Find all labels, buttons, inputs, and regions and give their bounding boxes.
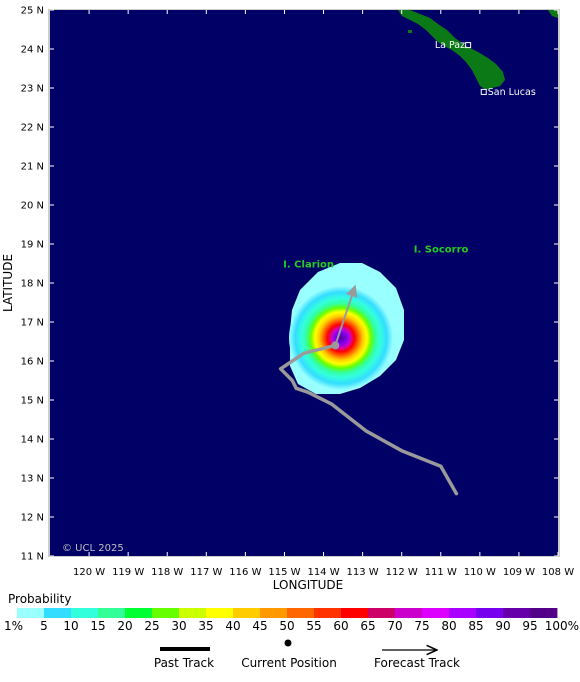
lon-tick-label: 110 W <box>464 567 496 578</box>
lon-tick-label: 113 W <box>347 567 379 578</box>
legend-title: Probability <box>8 592 71 606</box>
ocean <box>50 10 558 556</box>
san-lucas-label: San Lucas <box>488 87 536 98</box>
colorbar-swatch <box>449 608 477 618</box>
colorbar-swatch <box>206 608 234 618</box>
lat-tick-label: 11 N <box>21 552 44 563</box>
colorbar-label: 85 <box>468 619 483 633</box>
lon-tick-label: 118 W <box>151 567 183 578</box>
lat-tick-label: 20 N <box>21 201 44 212</box>
la-paz-marker <box>465 42 472 49</box>
lon-tick-label: 120 W <box>73 567 105 578</box>
colorbar-label: 90 <box>495 619 510 633</box>
probability-colorbar-labels: 1% 5 10 15 20 25 30 35 40 45 50 55 60 65 70 75 80 85 90 95 1… <box>4 619 579 633</box>
colorbar-label: 40 <box>225 619 240 633</box>
colorbar-label: 5 <box>40 619 48 633</box>
colorbar-swatch <box>530 608 558 618</box>
colorbar-label: 55 <box>306 619 321 633</box>
colorbar-label: 75 <box>414 619 429 633</box>
probability-colorbar <box>17 608 558 618</box>
lat-tick-label: 17 N <box>21 318 44 329</box>
lat-tick-label: 22 N <box>21 123 44 134</box>
lon-tick-label: 111 W <box>425 567 457 578</box>
probability-cone <box>289 263 404 394</box>
colorbar-label: 70 <box>387 619 402 633</box>
lon-tick-label: 112 W <box>386 567 418 578</box>
colorbar-swatch <box>44 608 72 618</box>
colorbar-swatch <box>179 608 207 618</box>
la-paz-label: La Paz <box>435 40 465 51</box>
colorbar-label: 45 <box>252 619 267 633</box>
current-position-key-dot <box>284 639 292 647</box>
lon-tick-label: 119 W <box>112 567 144 578</box>
copyright-notice: © UCL 2025 <box>62 543 124 554</box>
lat-tick-label: 24 N <box>21 45 44 56</box>
small-island-land <box>408 30 412 33</box>
lat-tick-label: 25 N <box>21 6 44 17</box>
colorbar-swatch <box>368 608 396 618</box>
lat-tick-label: 14 N <box>21 435 44 446</box>
colorbar-label: 1% <box>4 619 23 633</box>
longitude-axis: 120 W 119 W 118 W 117 W 116 W 115 W 114 W 113 W… <box>73 10 574 578</box>
latitude-axis: 25 N 24 N 23 N 22 N 21 N 20 N 19 N 18 N 17 N 16 N… <box>21 6 558 563</box>
colorbar-label: 15 <box>90 619 105 633</box>
lon-tick-label: 114 W <box>307 567 339 578</box>
colorbar-label: 50 <box>279 619 294 633</box>
socorro-island-label: I. Socorro <box>414 245 469 256</box>
colorbar-swatch <box>476 608 504 618</box>
colorbar-swatch <box>260 608 288 618</box>
lon-tick-label: 115 W <box>268 567 300 578</box>
colorbar-swatch <box>17 608 45 618</box>
forecast-track-key-label: Forecast Track <box>374 656 460 670</box>
colorbar-label: 25 <box>144 619 159 633</box>
colorbar-label: 95 <box>522 619 537 633</box>
mainland-mexico-land <box>548 10 558 18</box>
clarion-island-label: I. Clarion <box>283 259 334 270</box>
lat-tick-label: 23 N <box>21 84 44 95</box>
baja-california-land <box>398 10 505 90</box>
colorbar-swatch <box>422 608 450 618</box>
lon-tick-label: 117 W <box>190 567 222 578</box>
colorbar-swatch <box>503 608 531 618</box>
colorbar-label: 35 <box>198 619 213 633</box>
colorbar-label: 10 <box>63 619 78 633</box>
lat-tick-label: 21 N <box>21 162 44 173</box>
current-position-marker <box>331 341 340 350</box>
lat-tick-label: 15 N <box>21 396 44 407</box>
colorbar-swatch <box>233 608 261 618</box>
colorbar-label: 30 <box>171 619 186 633</box>
past-track-line <box>278 343 459 496</box>
past-track-key-label: Past Track <box>154 656 214 670</box>
current-position-key-label: Current Position <box>241 656 337 670</box>
colorbar-label: 65 <box>360 619 375 633</box>
lat-tick-label: 13 N <box>21 474 44 485</box>
colorbar-swatch <box>152 608 180 618</box>
colorbar-swatch <box>314 608 342 618</box>
colorbar-label: 80 <box>441 619 456 633</box>
colorbar-label: 100% <box>545 619 579 633</box>
lat-tick-label: 16 N <box>21 357 44 368</box>
colorbar-label: 20 <box>117 619 132 633</box>
lon-tick-label: 109 W <box>503 567 535 578</box>
colorbar-swatch <box>395 608 423 618</box>
colorbar-label: 60 <box>333 619 348 633</box>
san-lucas-marker <box>480 88 487 95</box>
colorbar-swatch <box>98 608 126 618</box>
colorbar-swatch <box>71 608 99 618</box>
lat-tick-label: 12 N <box>21 513 44 524</box>
lat-tick-label: 19 N <box>21 240 44 251</box>
lat-tick-label: 18 N <box>21 279 44 290</box>
y-axis-title: LATITUDE <box>1 254 15 312</box>
lon-tick-label: 108 W <box>542 567 574 578</box>
x-axis-title: LONGITUDE <box>273 578 343 592</box>
colorbar-swatch <box>125 608 153 618</box>
colorbar-swatch <box>287 608 315 618</box>
lon-tick-label: 116 W <box>229 567 261 578</box>
colorbar-swatch <box>341 608 369 618</box>
forecast-track-arrow <box>334 284 358 346</box>
